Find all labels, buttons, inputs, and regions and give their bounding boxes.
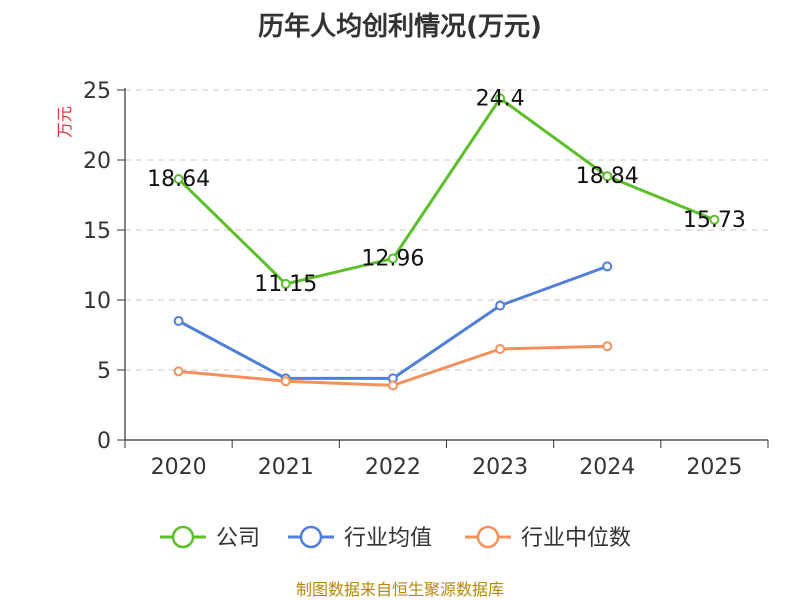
data-point xyxy=(602,171,613,182)
data-point xyxy=(173,316,184,326)
legend-label: 公司 xyxy=(216,526,260,551)
data-point xyxy=(387,380,398,391)
source-note: 制图数据来自恒生聚源数据库 xyxy=(296,580,504,599)
legend-marker xyxy=(299,525,323,549)
data-point xyxy=(709,214,720,225)
data-label: 18.64 xyxy=(147,167,210,192)
data-point xyxy=(495,344,506,354)
y-tick-label: 10 xyxy=(83,289,111,314)
series-group xyxy=(173,93,720,391)
data-label: 18.84 xyxy=(576,164,639,189)
series-line-0 xyxy=(177,96,715,286)
data-label: 12.96 xyxy=(361,247,424,272)
data-point xyxy=(280,376,291,387)
data-label: 11.15 xyxy=(254,272,317,297)
x-tick-labels: 2020 2021 2022 2023 2024 2025 xyxy=(151,455,743,480)
data-labels: 18.64 11.15 12.96 24.4 18.84 15.73 xyxy=(147,86,746,297)
y-tick-label: 20 xyxy=(83,149,111,174)
axes xyxy=(117,88,769,448)
data-point xyxy=(495,300,506,311)
data-point xyxy=(602,261,613,272)
y-tick-label: 5 xyxy=(97,359,111,384)
legend: 公司 行业均值 行业中位数 xyxy=(160,525,631,551)
series-line-1 xyxy=(177,264,608,380)
x-tick-label: 2024 xyxy=(579,455,635,480)
legend-label: 行业中位数 xyxy=(521,526,631,551)
data-label: 24.4 xyxy=(476,86,525,111)
data-point xyxy=(173,366,184,377)
y-tick-labels: 0 5 10 15 20 25 xyxy=(83,79,111,454)
data-point xyxy=(280,278,291,289)
legend-marker xyxy=(476,525,500,549)
x-tick-label: 2022 xyxy=(365,455,421,480)
data-point xyxy=(602,341,613,352)
chart-title: 历年人均创利情况(万元) xyxy=(258,11,542,42)
x-tick-label: 2021 xyxy=(258,455,314,480)
legend-label: 行业均值 xyxy=(344,526,432,551)
x-tick-label: 2023 xyxy=(472,455,528,480)
y-tick-label: 25 xyxy=(83,79,111,104)
data-point xyxy=(387,253,398,264)
data-label: 15.73 xyxy=(683,208,746,233)
legend-marker xyxy=(171,525,195,549)
x-tick-label: 2020 xyxy=(151,455,207,480)
grid-lines xyxy=(125,89,768,371)
data-point xyxy=(173,174,184,185)
data-point xyxy=(495,93,506,104)
x-tick-label: 2025 xyxy=(686,455,742,480)
y-axis-label: 万元 xyxy=(55,106,74,138)
y-tick-label: 0 xyxy=(97,429,111,454)
y-tick-label: 15 xyxy=(83,219,111,244)
